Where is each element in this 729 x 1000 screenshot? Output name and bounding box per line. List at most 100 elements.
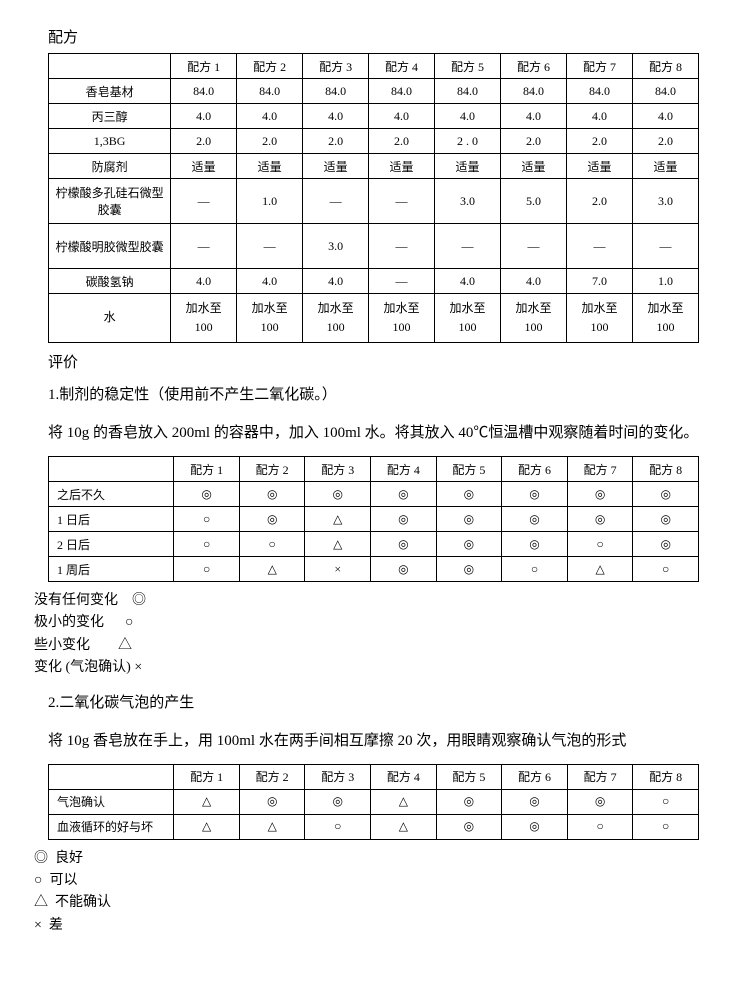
table-cell: ○ bbox=[633, 557, 699, 582]
column-header: 配方 6 bbox=[501, 54, 567, 79]
legend-item: ◎ 良好 bbox=[34, 848, 699, 870]
table-cell: 适量 bbox=[501, 154, 567, 179]
heading-evaluation: 评价 bbox=[48, 351, 699, 372]
table-row: 1,3BG2.02.02.02.02 . 02.02.02.0 bbox=[49, 129, 699, 154]
table-cell: 加水至100 bbox=[501, 294, 567, 343]
table-cell: 3.0 bbox=[303, 224, 369, 269]
formula-table: 配方 1配方 2配方 3配方 4配方 5配方 6配方 7配方 8 香皂基材84.… bbox=[48, 53, 699, 343]
table-cell: ◎ bbox=[436, 557, 502, 582]
table-cell: △ bbox=[174, 789, 240, 814]
legend-item: × 差 bbox=[34, 915, 699, 937]
stability-heading: 1.制剂的稳定性（使用前不产生二氧化碳。） bbox=[48, 380, 699, 410]
table-row: 1 日后○◎△◎◎◎◎◎ bbox=[49, 507, 699, 532]
table-cell: ◎ bbox=[633, 482, 699, 507]
column-header: 配方 5 bbox=[436, 457, 502, 482]
table-cell: 7.0 bbox=[566, 269, 632, 294]
table-cell: 84.0 bbox=[303, 79, 369, 104]
row-label: 香皂基材 bbox=[49, 79, 171, 104]
table-row: 防腐剂适量适量适量适量适量适量适量适量 bbox=[49, 154, 699, 179]
table-cell: ◎ bbox=[436, 789, 502, 814]
table-cell: ○ bbox=[305, 814, 371, 839]
table-cell: 4.0 bbox=[501, 269, 567, 294]
table-cell: — bbox=[369, 224, 435, 269]
table-cell: ○ bbox=[633, 789, 699, 814]
table-cell: — bbox=[369, 269, 435, 294]
table-cell: △ bbox=[567, 557, 633, 582]
column-header bbox=[49, 54, 171, 79]
table-cell: ◎ bbox=[502, 532, 568, 557]
column-header: 配方 2 bbox=[237, 54, 303, 79]
row-label: 丙三醇 bbox=[49, 104, 171, 129]
table-row: 丙三醇4.04.04.04.04.04.04.04.0 bbox=[49, 104, 699, 129]
table-cell: ◎ bbox=[502, 814, 568, 839]
table-cell: ○ bbox=[174, 532, 240, 557]
bubble-table: 配方 1配方 2配方 3配方 4配方 5配方 6配方 7配方 8 气泡确认△◎◎… bbox=[48, 764, 699, 840]
table-cell: — bbox=[435, 224, 501, 269]
table-header-row: 配方 1配方 2配方 3配方 4配方 5配方 6配方 7配方 8 bbox=[49, 457, 699, 482]
table-cell: — bbox=[171, 224, 237, 269]
column-header: 配方 7 bbox=[567, 457, 633, 482]
row-label: 1,3BG bbox=[49, 129, 171, 154]
table-cell: 84.0 bbox=[566, 79, 632, 104]
table-cell: ◎ bbox=[371, 507, 437, 532]
column-header: 配方 6 bbox=[502, 764, 568, 789]
table-cell: 2.0 bbox=[171, 129, 237, 154]
table-row: 柠檬酸多孔硅石微型胶囊—1.0——3.05.02.03.0 bbox=[49, 179, 699, 224]
column-header: 配方 3 bbox=[303, 54, 369, 79]
table-row: 之后不久◎◎◎◎◎◎◎◎ bbox=[49, 482, 699, 507]
table-cell: 4.0 bbox=[237, 104, 303, 129]
table-cell: △ bbox=[305, 507, 371, 532]
column-header: 配方 3 bbox=[305, 457, 371, 482]
table-cell: 加水至100 bbox=[171, 294, 237, 343]
table-cell: 84.0 bbox=[237, 79, 303, 104]
row-label: 2 日后 bbox=[49, 532, 174, 557]
table-cell: ○ bbox=[239, 532, 305, 557]
column-header: 配方 7 bbox=[566, 54, 632, 79]
table-cell: 4.0 bbox=[171, 104, 237, 129]
table-cell: 加水至100 bbox=[435, 294, 501, 343]
legend-item: 些小变化 △ bbox=[34, 635, 699, 657]
table-cell: — bbox=[566, 224, 632, 269]
table-cell: 2.0 bbox=[237, 129, 303, 154]
stability-table: 配方 1配方 2配方 3配方 4配方 5配方 6配方 7配方 8 之后不久◎◎◎… bbox=[48, 456, 699, 582]
table-cell: ◎ bbox=[305, 789, 371, 814]
column-header: 配方 1 bbox=[174, 457, 240, 482]
column-header: 配方 8 bbox=[633, 457, 699, 482]
row-label: 气泡确认 bbox=[49, 789, 174, 814]
table-row: 水加水至100加水至100加水至100加水至100加水至100加水至100加水至… bbox=[49, 294, 699, 343]
row-label: 1 日后 bbox=[49, 507, 174, 532]
table-row: 血液循环的好与坏△△○△◎◎○○ bbox=[49, 814, 699, 839]
table-cell: 3.0 bbox=[632, 179, 698, 224]
table-cell: ◎ bbox=[436, 814, 502, 839]
legend-item: △ 不能确认 bbox=[34, 892, 699, 914]
table-cell: △ bbox=[371, 789, 437, 814]
table-cell: 3.0 bbox=[435, 179, 501, 224]
table-cell: ◎ bbox=[502, 789, 568, 814]
legend-item: 极小的变化 ○ bbox=[34, 612, 699, 634]
table-cell: 2 . 0 bbox=[435, 129, 501, 154]
table-cell: — bbox=[237, 224, 303, 269]
table-cell: — bbox=[369, 179, 435, 224]
column-header: 配方 8 bbox=[633, 764, 699, 789]
table-cell: 4.0 bbox=[369, 104, 435, 129]
table-cell: 加水至100 bbox=[632, 294, 698, 343]
table-cell: — bbox=[632, 224, 698, 269]
table-cell: ◎ bbox=[239, 482, 305, 507]
column-header bbox=[49, 764, 174, 789]
table-cell: 4.0 bbox=[632, 104, 698, 129]
row-label: 1 周后 bbox=[49, 557, 174, 582]
table-cell: 2.0 bbox=[566, 129, 632, 154]
table-cell: 4.0 bbox=[566, 104, 632, 129]
stability-procedure: 将 10g 的香皂放入 200ml 的容器中，加入 100ml 水。将其放入 4… bbox=[48, 418, 699, 448]
table-cell: ◎ bbox=[371, 557, 437, 582]
table-row: 2 日后○○△◎◎◎○◎ bbox=[49, 532, 699, 557]
table-cell: 84.0 bbox=[632, 79, 698, 104]
table-cell: ◎ bbox=[567, 482, 633, 507]
table-cell: 84.0 bbox=[501, 79, 567, 104]
column-header: 配方 6 bbox=[502, 457, 568, 482]
bubble-procedure: 将 10g 香皂放在手上，用 100ml 水在两手间相互摩擦 20 次，用眼睛观… bbox=[48, 726, 699, 756]
table-cell: 加水至100 bbox=[237, 294, 303, 343]
table-cell: × bbox=[305, 557, 371, 582]
table-cell: 适量 bbox=[369, 154, 435, 179]
column-header: 配方 4 bbox=[369, 54, 435, 79]
